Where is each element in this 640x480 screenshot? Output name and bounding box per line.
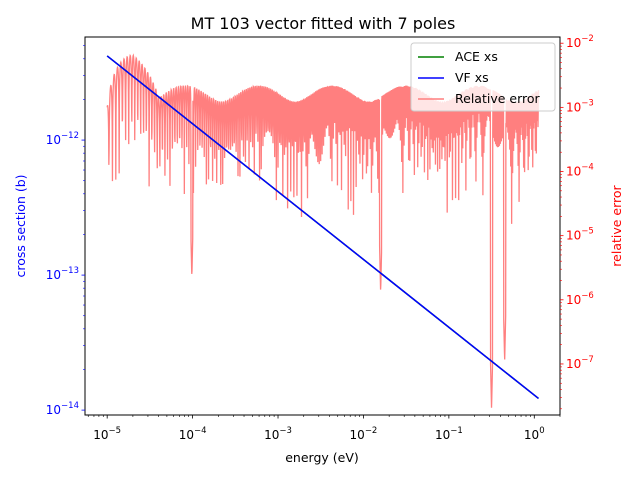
y-right-tick-label: 10−6	[566, 291, 594, 307]
y-right-tick-label: 10−5	[566, 227, 594, 243]
y-axis-right: 10−7 10−6 10−5 10−4 10−3 10−2	[560, 34, 594, 410]
x-tick-label: 10−3	[264, 426, 292, 442]
y-right-tick-label: 10−2	[566, 34, 594, 50]
y-left-tick-label: 10−13	[46, 266, 79, 282]
x-tick-label: 10−2	[350, 426, 378, 442]
x-axis: 10−5 10−4 10−3 10−2 10−1 100	[87, 415, 561, 442]
y-right-tick-label: 10−3	[566, 98, 594, 114]
x-tick-label: 10−1	[435, 426, 463, 442]
legend-label: VF xs	[455, 70, 489, 85]
y-axis-label-left: cross section (b)	[13, 174, 28, 277]
y-left-tick-label: 10−14	[46, 401, 79, 417]
plot-frame	[84, 36, 561, 416]
x-tick-label: 10−5	[93, 426, 121, 442]
legend-box	[410, 42, 556, 112]
x-tick-label: 10−4	[179, 426, 207, 442]
x-axis-label: energy (eV)	[285, 450, 359, 465]
x-tick-label: 100	[524, 426, 545, 442]
chart-title: MT 103 vector fitted with 7 poles	[191, 14, 456, 33]
y-right-tick-label: 10−7	[566, 355, 594, 371]
legend-label: Relative error	[455, 91, 541, 106]
y-axis-left: 10−14 10−13 10−12	[46, 45, 85, 417]
vf-xs-line	[106, 55, 539, 400]
cross-section-layer	[106, 55, 539, 400]
y-axis-label-right: relative error	[609, 184, 624, 266]
legend-label: ACE xs	[455, 49, 498, 64]
y-left-tick-label: 10−12	[46, 131, 79, 147]
legend: ACE xs VF xs Relative error	[410, 42, 556, 112]
y-right-tick-label: 10−4	[566, 163, 594, 179]
